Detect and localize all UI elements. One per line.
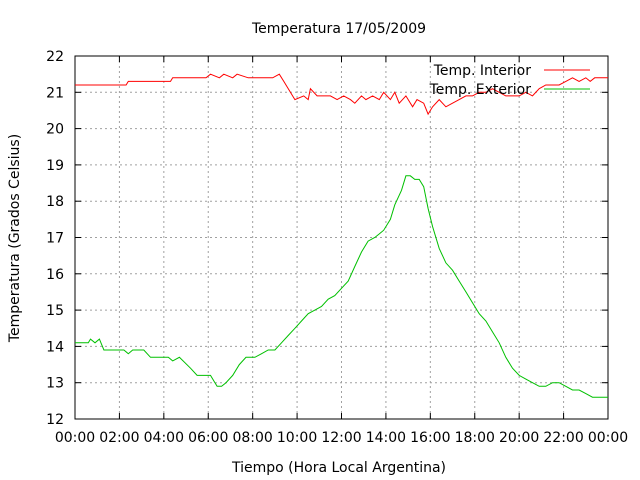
chart-title: Temperatura 17/05/2009 [251, 21, 426, 37]
legend-label: Temp. Interior [433, 63, 532, 79]
y-tick-label: 12 [46, 412, 64, 428]
x-tick-label: 00:00 [55, 430, 95, 446]
y-tick-label: 19 [46, 158, 64, 174]
x-tick-label: 22:00 [543, 430, 583, 446]
plot-border [74, 55, 609, 420]
x-tick-label: 12:00 [321, 430, 361, 446]
y-tick-label: 18 [46, 194, 64, 210]
y-axis-label: Temperatura (Grados Celsius) [7, 134, 23, 343]
x-axis-label: Tiempo (Hora Local Argentina) [231, 460, 446, 476]
x-tick-label: 20:00 [499, 430, 539, 446]
y-tick-label: 14 [46, 339, 64, 355]
legend: Temp. Interior Temp. Exterior [429, 63, 590, 98]
y-tick-label: 16 [46, 267, 64, 283]
y-tick-label: 21 [46, 85, 64, 101]
series-line-temp-interior [75, 73, 608, 116]
y-tick-label: 13 [46, 376, 64, 392]
x-tick-label: 04:00 [144, 430, 184, 446]
axis-ticks: 00:00 02:00 04:00 06:00 08:00 10:00 12:00 14:00… [46, 49, 628, 446]
x-tick-label: 10:00 [277, 430, 317, 446]
x-tick-label: 02:00 [99, 430, 139, 446]
y-tick-label: 17 [46, 231, 64, 247]
x-tick-label: 14:00 [366, 430, 406, 446]
series-line-temp-exterior [75, 175, 608, 398]
grid-lines [75, 56, 608, 419]
x-tick-label: 18:00 [455, 430, 495, 446]
y-tick-label: 22 [46, 49, 64, 65]
x-tick-label: 08:00 [232, 430, 272, 446]
y-tick-label: 15 [46, 303, 64, 319]
x-tick-label: 16:00 [410, 430, 450, 446]
x-tick-label: 06:00 [188, 430, 228, 446]
x-tick-label: 00:00 [588, 430, 628, 446]
data-series [75, 73, 608, 398]
y-tick-label: 20 [46, 122, 64, 138]
legend-label: Temp. Exterior [429, 82, 532, 98]
